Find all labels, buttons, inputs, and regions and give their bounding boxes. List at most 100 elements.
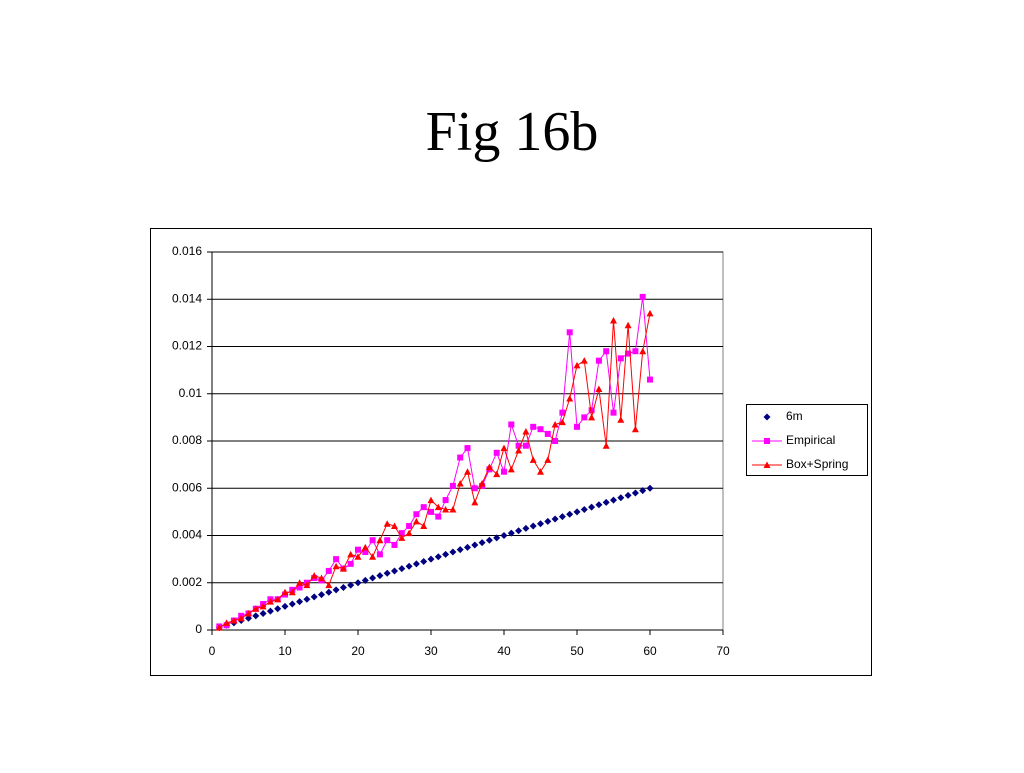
marker xyxy=(515,446,523,454)
marker xyxy=(522,428,530,435)
marker xyxy=(603,348,610,355)
marker xyxy=(566,329,573,336)
marker xyxy=(398,565,406,573)
marker xyxy=(281,588,289,596)
marker xyxy=(427,555,435,563)
marker xyxy=(639,293,646,300)
marker xyxy=(384,537,391,544)
marker xyxy=(558,418,566,426)
marker xyxy=(625,350,632,357)
marker xyxy=(376,572,384,580)
marker xyxy=(566,510,574,518)
legend-marker xyxy=(764,438,770,444)
marker xyxy=(281,602,289,610)
marker xyxy=(507,529,515,537)
marker xyxy=(339,583,347,591)
marker xyxy=(580,506,588,514)
marker xyxy=(442,550,450,558)
marker xyxy=(544,517,552,525)
marker xyxy=(471,498,479,506)
marker xyxy=(274,595,282,603)
legend-marker xyxy=(763,461,771,468)
marker xyxy=(508,421,515,428)
marker xyxy=(406,523,413,530)
marker xyxy=(573,508,581,516)
marker xyxy=(449,482,456,489)
marker xyxy=(383,569,391,577)
marker xyxy=(303,595,311,603)
marker xyxy=(434,553,442,561)
marker xyxy=(595,501,603,509)
marker xyxy=(318,574,325,582)
x-tick-label: 20 xyxy=(351,644,365,658)
marker xyxy=(288,600,296,608)
marker xyxy=(624,321,632,329)
marker xyxy=(332,586,340,594)
marker xyxy=(405,529,413,537)
marker xyxy=(478,480,486,487)
marker xyxy=(398,534,406,541)
marker xyxy=(544,456,552,463)
x-tick-label: 60 xyxy=(643,644,657,658)
y-tick-label: 0.01 xyxy=(179,386,203,400)
marker xyxy=(325,588,333,596)
marker xyxy=(574,423,580,430)
marker xyxy=(303,581,311,589)
marker xyxy=(325,567,332,574)
y-tick-label: 0.008 xyxy=(172,433,202,447)
marker xyxy=(347,581,355,589)
marker xyxy=(456,546,464,554)
marker xyxy=(398,530,405,537)
marker xyxy=(376,536,384,544)
marker xyxy=(588,407,595,414)
y-tick-label: 0 xyxy=(195,622,202,636)
marker xyxy=(515,527,523,535)
marker xyxy=(507,465,515,473)
marker xyxy=(464,543,471,551)
marker xyxy=(537,426,544,433)
marker xyxy=(617,416,625,423)
marker xyxy=(529,456,537,463)
y-tick-label: 0.006 xyxy=(172,480,202,494)
marker xyxy=(610,409,617,416)
marker xyxy=(639,347,647,355)
marker xyxy=(610,496,617,504)
marker xyxy=(515,442,522,449)
marker xyxy=(493,470,501,478)
marker xyxy=(296,584,303,591)
marker xyxy=(259,609,267,617)
marker xyxy=(332,562,340,570)
marker xyxy=(369,537,376,544)
marker xyxy=(252,605,260,612)
legend-label: Empirical xyxy=(786,433,835,447)
marker xyxy=(617,355,624,362)
marker xyxy=(522,442,529,449)
marker xyxy=(296,579,304,586)
marker xyxy=(456,480,464,487)
y-tick-label: 0.002 xyxy=(172,575,202,589)
marker xyxy=(391,541,398,548)
marker xyxy=(427,496,435,504)
marker xyxy=(471,485,478,492)
x-tick-label: 10 xyxy=(278,644,292,658)
marker xyxy=(391,567,398,575)
marker xyxy=(391,522,398,530)
marker xyxy=(537,520,544,528)
marker xyxy=(559,409,566,416)
marker xyxy=(544,430,551,437)
marker xyxy=(434,503,442,511)
marker xyxy=(339,565,347,572)
x-tick-label: 50 xyxy=(570,644,584,658)
legend-label: Box+Spring xyxy=(786,457,848,471)
y-tick-label: 0.014 xyxy=(172,291,202,305)
chart-frame xyxy=(150,228,872,676)
marker xyxy=(442,497,449,504)
marker xyxy=(310,572,318,579)
marker xyxy=(602,498,610,506)
y-tick-label: 0.012 xyxy=(172,339,202,353)
marker xyxy=(252,612,260,620)
marker xyxy=(552,438,559,444)
chart-title: Fig 16b xyxy=(426,101,599,163)
marker xyxy=(333,556,340,563)
